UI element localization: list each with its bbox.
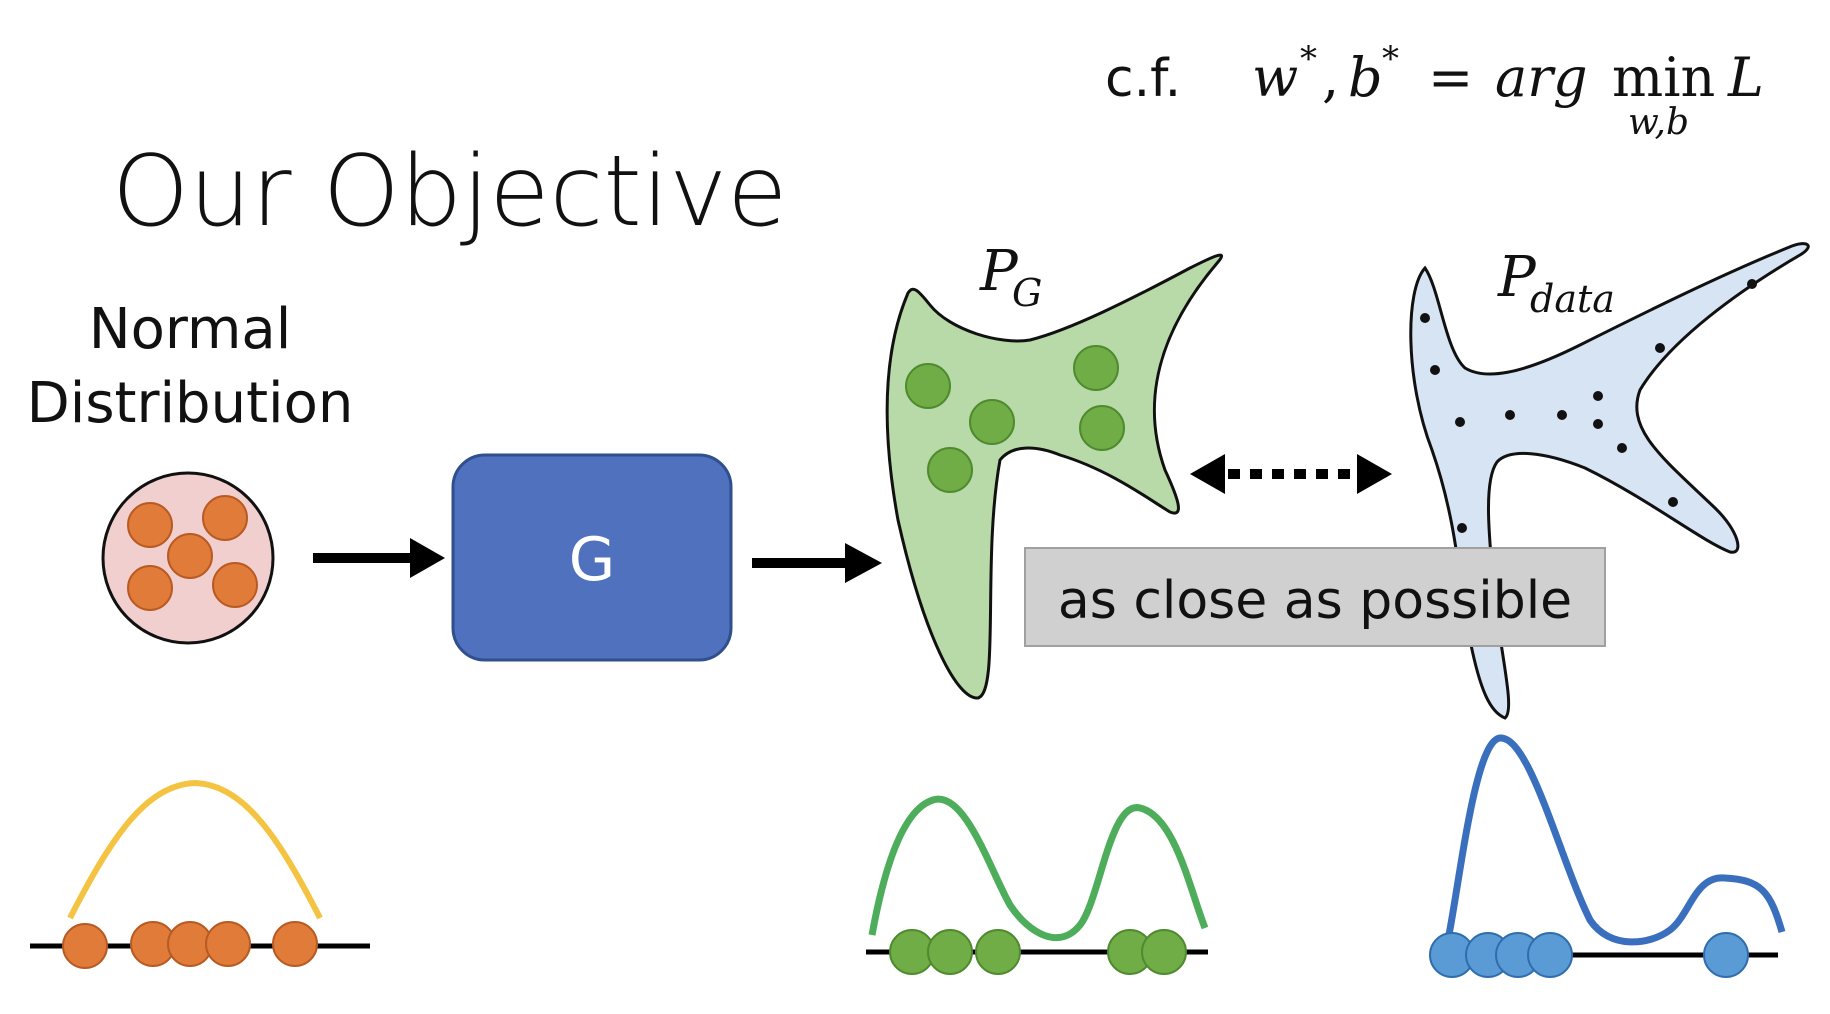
pg-dot — [1073, 345, 1119, 391]
argmin-formula: c.f. w * , b * = arg min w,b L — [1105, 39, 1764, 143]
pdata-point — [1505, 410, 1515, 420]
pdata-point — [1593, 391, 1603, 401]
normal-label-line1: Normal — [89, 297, 292, 362]
normal-dot — [167, 533, 213, 579]
arrow-to-generator — [313, 538, 445, 578]
normal-dot — [212, 562, 258, 608]
formula-min-subscript: w,b — [1628, 102, 1689, 143]
compare-label: as close as possible — [1058, 571, 1572, 631]
normal-1d-plot — [30, 779, 370, 969]
formula-w-star: * — [1300, 39, 1317, 79]
pdata-point — [1593, 419, 1603, 429]
pg-1d-plot — [866, 795, 1209, 975]
normal-sample-point — [272, 921, 318, 967]
formula-b-star: * — [1382, 39, 1399, 79]
pg-distribution-shape — [885, 253, 1223, 700]
formula-w: w — [1252, 46, 1298, 109]
pg-dot — [927, 447, 973, 493]
pdata-subscript: data — [1530, 277, 1615, 321]
arrow-from-generator — [752, 543, 882, 583]
formula-equals: = — [1428, 46, 1473, 109]
pdata-point — [1668, 497, 1678, 507]
normal-label-line2: Distribution — [27, 371, 354, 436]
pg-curve — [868, 795, 1209, 942]
pdata-point — [1420, 313, 1430, 323]
formula-prefix: c.f. — [1105, 49, 1181, 109]
pdata-point — [1655, 343, 1665, 353]
formula-b: b — [1348, 46, 1383, 109]
formula-arg: arg — [1495, 46, 1588, 109]
normal-dot — [202, 495, 248, 541]
formula-min: min — [1612, 46, 1715, 109]
pdata-point — [1455, 417, 1465, 427]
pg-dot — [1079, 405, 1125, 451]
pdata-sample-point — [1703, 932, 1749, 978]
compare-label-box: as close as possible — [1024, 547, 1606, 647]
pdata-label: P — [1497, 245, 1537, 310]
compare-double-arrow — [1190, 454, 1392, 494]
normal-dot — [127, 502, 173, 548]
pg-sample-point — [975, 929, 1021, 975]
pdata-point — [1457, 523, 1467, 533]
normal-distribution-sample — [101, 471, 275, 645]
page-title: Our Objective — [112, 135, 787, 249]
pdata-1d-plot — [1429, 734, 1786, 978]
pdata-sample-point — [1527, 932, 1573, 978]
normal-dot — [127, 565, 173, 611]
pdata-point — [1747, 279, 1757, 289]
pg-sample-point — [1141, 929, 1187, 975]
pdata-point — [1617, 443, 1627, 453]
normal-sample-point — [205, 921, 251, 967]
pdata-point — [1557, 410, 1567, 420]
pg-dot — [905, 363, 951, 409]
generator-box: G — [451, 453, 733, 662]
formula-loss: L — [1727, 46, 1764, 109]
pg-sample-point — [927, 929, 973, 975]
pg-dot — [969, 399, 1015, 445]
pdata-curve — [1444, 734, 1786, 946]
generator-label: G — [569, 525, 616, 595]
pg-label: P — [979, 239, 1019, 304]
normal-sample-point — [62, 923, 108, 969]
normal-curve — [67, 779, 323, 920]
pdata-point — [1430, 365, 1440, 375]
pg-subscript: G — [1012, 271, 1042, 315]
formula-comma: , — [1322, 46, 1339, 109]
